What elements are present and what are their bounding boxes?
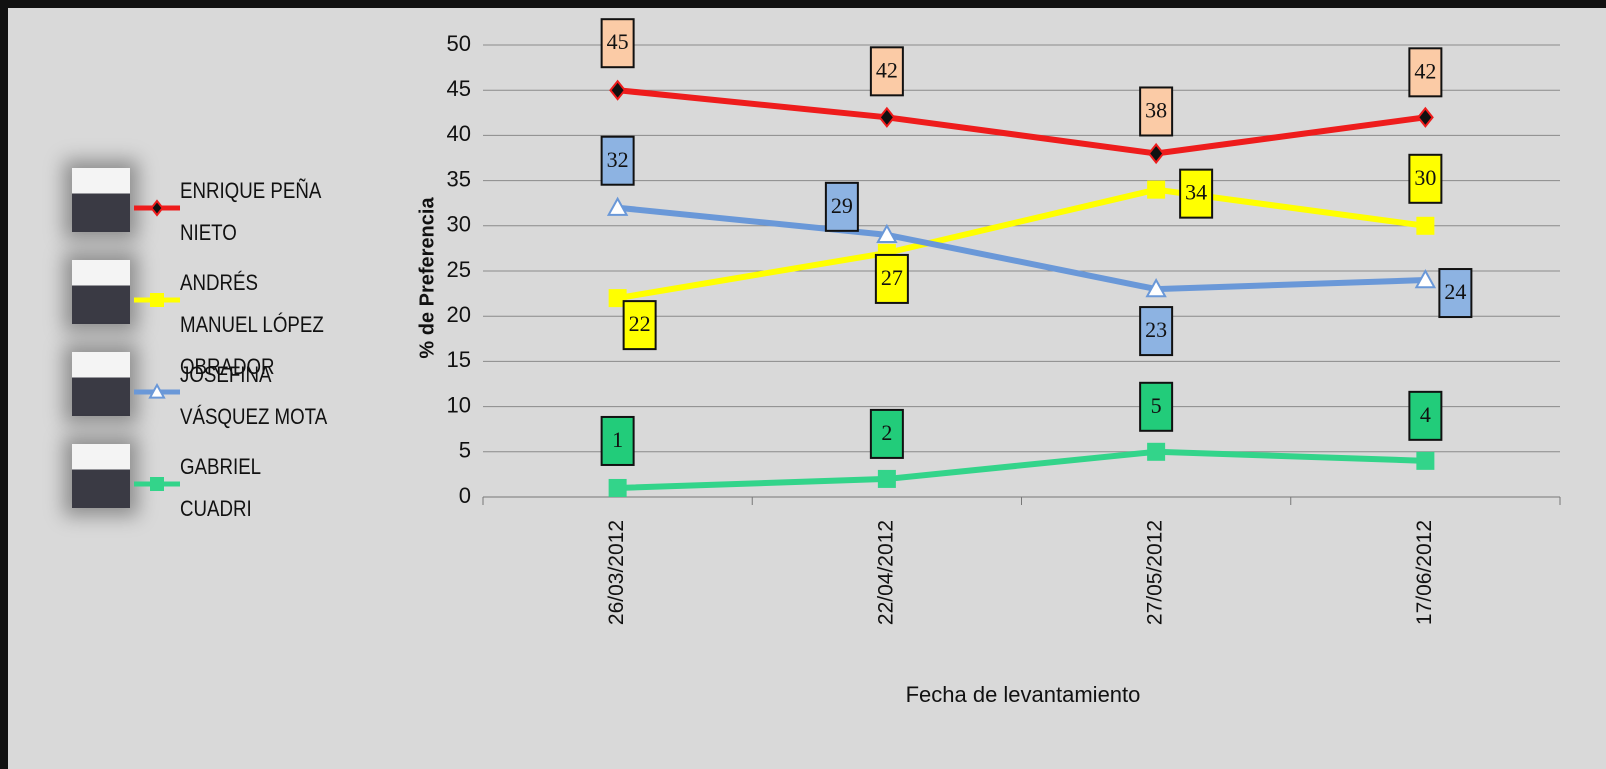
marker [148,382,166,399]
data-label: 45 [607,29,629,54]
legend-photo [72,168,130,232]
data-label: 29 [831,193,853,218]
x-tick-label: 17/06/2012 [1413,520,1436,625]
label-box [874,253,909,304]
data-label: 42 [1414,58,1436,83]
marker [150,293,164,307]
data-label: 23 [1145,317,1167,342]
series-line [617,186,1426,302]
y-tick-label: 10 [447,392,471,417]
data-label: 30 [1414,165,1436,190]
legend-item: JOSEFINA VÁSQUEZ MOTA [68,352,368,432]
marker [606,196,629,216]
y-tick-label: 45 [447,76,471,101]
label-box [1179,168,1214,219]
legend-symbol [134,382,180,399]
legend-item: GABRIEL CUADRI [68,444,368,524]
legend-symbol [134,477,180,491]
marker [876,223,898,244]
data-label: 22 [629,311,651,336]
data-label: 1 [612,427,623,452]
marker [1414,268,1437,289]
x-axis-title: Fecha de levantamiento [906,682,1141,707]
y-tick-label: 30 [447,212,471,237]
legend-symbol [134,199,180,217]
y-tick-label: 15 [447,347,471,372]
legend-label: ANDRÉS MANUEL LÓPEZ OBRADOR [180,270,324,379]
label-box [1139,86,1174,137]
marker [878,106,896,128]
data-label: 27 [881,265,903,290]
data-label: 32 [607,147,629,172]
series-line [617,87,1426,157]
label-box [1408,47,1443,98]
data-label: 34 [1185,180,1207,205]
marker [608,289,627,308]
label-box [600,135,635,186]
y-tick-label: 50 [447,31,471,56]
y-tick-label: 40 [447,121,471,146]
marker [1147,442,1166,461]
data-label: 38 [1145,98,1167,123]
label-box [824,181,859,232]
label-box [1139,306,1174,357]
legend-photo [72,352,130,416]
y-tick-label: 25 [447,257,471,282]
y-tick-label: 20 [447,302,471,327]
y-tick-label: 0 [459,483,471,508]
marker [1147,142,1165,165]
marker [1416,106,1434,128]
data-label: 4 [1420,402,1431,427]
legend-label: GABRIEL CUADRI [180,454,261,521]
label-box [600,415,635,466]
series-line [617,204,1426,293]
data-label: 42 [876,57,898,82]
label-box [1408,153,1443,204]
y-tick-label: 5 [459,438,471,463]
plot: % de Preferencia Fecha de levantamiento … [416,18,1561,707]
legend-item: ANDRÉS MANUEL LÓPEZ OBRADOR [68,260,368,379]
legend-photo [72,444,130,508]
label-box [869,408,904,459]
legend-label: JOSEFINA VÁSQUEZ MOTA [180,362,328,429]
label-box [869,46,904,97]
x-tick-label: 27/05/2012 [1144,520,1167,625]
marker [1145,278,1167,298]
marker [150,199,164,217]
label-box [622,300,657,351]
marker [1416,451,1435,470]
legend-symbol [134,293,180,307]
label-box [1438,268,1473,319]
x-tick-label: 22/04/2012 [874,520,897,625]
series-line [617,448,1426,491]
marker [1147,180,1166,199]
data-label: 5 [1151,393,1162,418]
legend-photo [72,260,130,324]
marker [609,79,627,101]
marker [877,469,896,488]
marker [608,478,627,497]
y-axis-title: % de Preferencia [416,197,438,359]
label-box [1408,390,1443,441]
data-label: 24 [1444,279,1466,304]
legend-label: ENRIQUE PEÑA NIETO [180,178,321,245]
y-tick-label: 35 [447,166,471,191]
marker [150,477,164,491]
label-box [600,18,635,69]
marker [1416,216,1435,235]
data-label: 2 [881,420,892,445]
label-box [1139,381,1174,432]
x-tick-label: 26/03/2012 [605,520,628,625]
legend-item: ENRIQUE PEÑA NIETO [68,168,368,248]
